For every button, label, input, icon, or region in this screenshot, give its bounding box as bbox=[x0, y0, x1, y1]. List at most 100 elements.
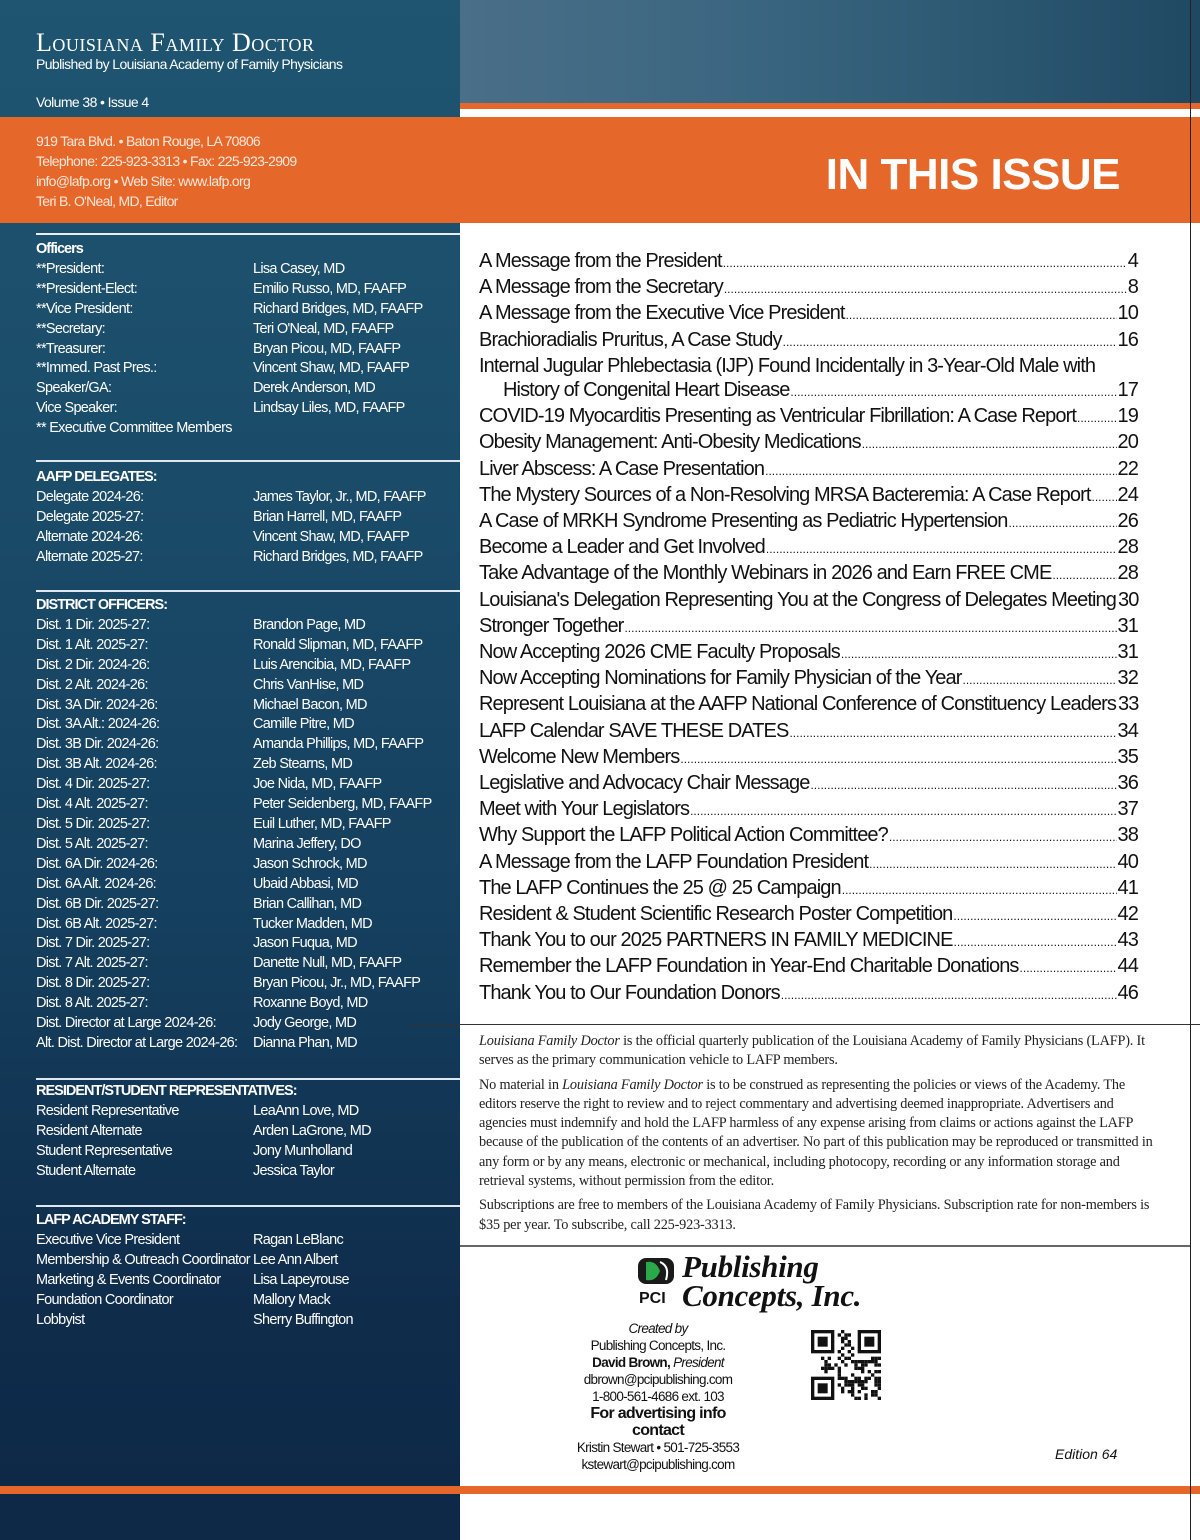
toc-page: 42 bbox=[1117, 903, 1139, 926]
roster-row: **President: Lisa Casey, MD bbox=[36, 260, 460, 280]
toc-entry[interactable]: Thank You to Our Foundation Donors 46 bbox=[479, 981, 1139, 1007]
toc-entry[interactable]: Welcome New Members 35 bbox=[479, 745, 1139, 771]
toc-entry[interactable]: Brachioradialis Pruritus, A Case Study 16 bbox=[479, 328, 1139, 354]
toc-page: 20 bbox=[1117, 431, 1139, 454]
roster-row: Dist. 8 Dir. 2025-27: Bryan Picou, Jr., M… bbox=[36, 974, 460, 994]
toc-entry[interactable]: COVID-19 Myocarditis Presenting as Ventr… bbox=[479, 404, 1139, 430]
publication-name: Louisiana Family Doctor bbox=[479, 1033, 620, 1049]
dot-leader bbox=[781, 983, 1117, 1007]
toc-entry[interactable]: A Message from the LAFP Foundation Presi… bbox=[479, 850, 1139, 876]
banner-title: IN THIS ISSUE bbox=[825, 150, 1121, 199]
toc-entry[interactable]: Represent Louisiana at the AAFP National… bbox=[479, 692, 1139, 718]
toc-entry[interactable]: Louisiana's Delegation Representing You … bbox=[479, 588, 1139, 614]
toc-entry[interactable]: Now Accepting Nominations for Family Phy… bbox=[479, 666, 1139, 692]
toc-page: 26 bbox=[1117, 510, 1139, 533]
toc-page: 44 bbox=[1117, 955, 1139, 978]
member-name: Brian Callihan, MD bbox=[253, 895, 362, 912]
member-name: Chris VanHise, MD bbox=[253, 676, 364, 693]
toc-entry[interactable]: A Message from the President 4 bbox=[479, 249, 1139, 275]
roster-row: **Secretary: Teri O'Neal, MD, FAAFP bbox=[36, 320, 460, 340]
roster-section: LAFP ACADEMY STAFF: Executive Vice Presid… bbox=[36, 1211, 460, 1330]
editor: Teri B. O'Neal, MD, Editor bbox=[36, 193, 178, 209]
toc-title: Stronger Together bbox=[479, 614, 624, 637]
roster-row: ** Executive Committee Members bbox=[36, 419, 460, 439]
toc-entry[interactable]: Legislative and Advocacy Chair Message 36 bbox=[479, 771, 1139, 797]
toc-page: 19 bbox=[1117, 405, 1139, 428]
toc-title: Liver Abscess: A Case Presentation bbox=[479, 457, 765, 480]
dot-leader bbox=[841, 642, 1117, 666]
left-panel-background bbox=[0, 0, 460, 1540]
dot-leader bbox=[1020, 956, 1117, 980]
logo-line: Publishing bbox=[682, 1249, 819, 1284]
toc-title: Brachioradialis Pruritus, A Case Study bbox=[479, 328, 783, 351]
role-label: Dist. Director at Large 2024-26: bbox=[36, 1015, 217, 1032]
member-name: Camille Pitre, MD bbox=[253, 716, 355, 733]
dot-leader bbox=[766, 537, 1117, 561]
toc-entry[interactable]: A Message from the Executive Vice Presid… bbox=[479, 301, 1139, 327]
toc-title: A Message from the Executive Vice Presid… bbox=[479, 302, 845, 325]
roster-row: Dist. Director at Large 2024-26: Jody Geo… bbox=[36, 1014, 460, 1034]
logo-line: Concepts, Inc. bbox=[682, 1278, 862, 1313]
toc-entry[interactable]: Meet with Your Legislators 37 bbox=[479, 797, 1139, 823]
toc-entry[interactable]: Now Accepting 2026 CME Faculty Proposals… bbox=[479, 640, 1139, 666]
toc-page: 37 bbox=[1117, 798, 1139, 821]
toc-entry[interactable]: The LAFP Continues the 25 @ 25 Campaign 4… bbox=[479, 876, 1139, 902]
toc-entry[interactable]: Why Support the LAFP Political Action Co… bbox=[479, 823, 1139, 849]
toc-entry[interactable]: Stronger Together 31 bbox=[479, 614, 1139, 640]
toc-page: 16 bbox=[1117, 328, 1139, 351]
toc-entry[interactable]: Internal Jugular Phlebectasia (IJP) Foun… bbox=[479, 354, 1138, 378]
roster-row: Dist. 6A Alt. 2024-26: Ubaid Abbasi, MD bbox=[36, 875, 460, 895]
member-name: Teri O'Neal, MD, FAAFP bbox=[253, 320, 394, 337]
member-name: Mallory Mack bbox=[253, 1291, 331, 1308]
role-label: **President-Elect: bbox=[36, 280, 138, 297]
toc-page: 22 bbox=[1117, 457, 1139, 480]
member-name: James Taylor, Jr., MD, FAAFP bbox=[253, 488, 426, 505]
member-name: Jason Fuqua, MD bbox=[253, 935, 358, 952]
toc-entry[interactable]: A Case of MRKH Syndrome Presenting as Pe… bbox=[479, 509, 1139, 535]
role-label: Dist. 2 Alt. 2024-26: bbox=[36, 676, 149, 693]
disclaimer-text: is to be construed as representing the p… bbox=[479, 1076, 1153, 1190]
president-name: David Brown, bbox=[592, 1355, 671, 1370]
subscription-info: Subscriptions are free to members of the… bbox=[479, 1197, 1150, 1233]
member-name: Brandon Page, MD bbox=[253, 616, 366, 633]
member-name: Richard Bridges, MD, FAAFP bbox=[253, 548, 423, 565]
role-label: Dist. 6B Dir. 2025-27: bbox=[36, 895, 159, 912]
toc-entry[interactable]: Obesity Management: Anti-Obesity Medicat… bbox=[479, 430, 1139, 456]
member-name: Jason Schrock, MD bbox=[253, 855, 368, 872]
toc-title: A Message from the Secretary bbox=[479, 276, 724, 299]
contact-info: 919 Tara Blvd. • Baton Rouge, LA 70806 T… bbox=[36, 131, 297, 211]
toc-entry[interactable]: Take Advantage of the Monthly Webinars i… bbox=[479, 561, 1139, 587]
role-label: **Immed. Past Pres.: bbox=[36, 360, 157, 377]
member-name: Luis Arencibia, MD, FAAFP bbox=[253, 656, 411, 673]
roster-section: RESIDENT/STUDENT REPRESENTATIVES: Residen… bbox=[36, 1082, 460, 1182]
member-name: Danette Null, MD, FAAFP bbox=[253, 955, 402, 972]
member-name: Ragan LeBlanc bbox=[253, 1231, 344, 1248]
volume-issue: Volume 38 • Issue 4 bbox=[36, 94, 149, 110]
toc-title: The LAFP Continues the 25 @ 25 Campaign bbox=[479, 876, 842, 899]
role-label: Membership & Outreach Coordinator bbox=[36, 1251, 251, 1268]
white-stripe bbox=[460, 109, 1200, 117]
toc-entry-continued: History of Congenital Heart Disease 17 bbox=[479, 378, 1139, 404]
member-name: Brian Harrell, MD, FAAFP bbox=[253, 508, 402, 525]
toc-entry[interactable]: Resident & Student Scientific Research P… bbox=[479, 902, 1139, 928]
publisher-info: Created by Publishing Concepts, Inc. Dav… bbox=[568, 1320, 748, 1473]
company-name: Publishing Concepts, Inc. bbox=[590, 1338, 727, 1353]
toc-entry[interactable]: Thank You to our 2025 PARTNERS IN FAMILY… bbox=[479, 928, 1139, 954]
role-label: Dist. 3B Alt. 2024-26: bbox=[36, 756, 158, 773]
role-label: Student Alternate bbox=[36, 1162, 136, 1179]
toc-page: 10 bbox=[1117, 302, 1139, 325]
toc-entry[interactable]: Become a Leader and Get Involved 28 bbox=[479, 535, 1139, 561]
toc-entry[interactable]: The Mystery Sources of a Non-Resolving M… bbox=[479, 483, 1139, 509]
dot-leader bbox=[869, 852, 1116, 876]
roster-section: Officers **President: Lisa Casey, MD **Pres… bbox=[36, 240, 460, 439]
roster-row: Resident Representative LeaAnn Love, MD bbox=[36, 1102, 460, 1122]
toc-page: 41 bbox=[1117, 876, 1139, 899]
toc-entry[interactable]: Remember the LAFP Foundation in Year-End… bbox=[479, 954, 1139, 980]
role-label: **Treasurer: bbox=[36, 340, 106, 357]
member-name: Vincent Shaw, MD, FAAFP bbox=[253, 360, 410, 377]
toc-entry[interactable]: LAFP Calendar SAVE THESE DATES 34 bbox=[479, 719, 1139, 745]
roster-row: Dist. 6B Dir. 2025-27: Brian Callihan, MD bbox=[36, 895, 460, 915]
toc-entry[interactable]: A Message from the Secretary 8 bbox=[479, 275, 1139, 301]
toc-entry[interactable]: Liver Abscess: A Case Presentation 22 bbox=[479, 457, 1139, 483]
dot-leader bbox=[810, 773, 1116, 797]
